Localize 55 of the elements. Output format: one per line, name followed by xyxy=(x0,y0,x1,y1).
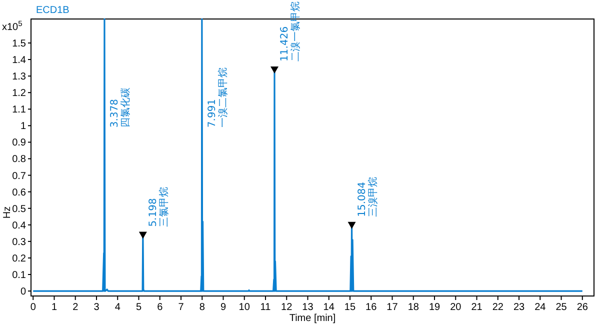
y-tick-label: 1.5 xyxy=(12,38,26,50)
text: x10$^{5}$ xyxy=(2,18,22,33)
y-tick-label: 1.1 xyxy=(12,104,26,116)
x-tick-label: 18 xyxy=(408,302,420,313)
x-tick-label: 7 xyxy=(178,302,184,313)
y-tick-label: 0.9 xyxy=(12,138,26,149)
annotation: 7.991 一溴二氯甲烷 xyxy=(206,68,229,128)
x-tick-label: 10 xyxy=(238,302,250,313)
y-tick-label: 0.7 xyxy=(12,170,26,182)
point xyxy=(270,66,278,74)
y-tick-label: 0 xyxy=(20,286,26,298)
x-tick-label: 21 xyxy=(471,302,483,313)
x-tick-label: 19 xyxy=(428,302,440,313)
annotation: 11.426 二溴一氯甲烷 xyxy=(279,1,302,62)
x-tick-label: 12 xyxy=(281,302,293,313)
x-tick-label: 26 xyxy=(576,302,588,313)
x-tick-label: 17 xyxy=(386,302,398,313)
x-tick-label: 5 xyxy=(136,302,142,313)
y-tick-label: 0.8 xyxy=(12,154,26,166)
annotation: 5.198 三氯甲烷 xyxy=(148,186,170,227)
point xyxy=(348,222,356,229)
y-tick-label: 0.2 xyxy=(12,253,26,264)
x-tick-label: 13 xyxy=(302,302,314,313)
y-tick-label: 0.3 xyxy=(12,236,26,248)
y-tick-label: 0.5 xyxy=(12,204,26,215)
annotation: 3.378 四氯化碳 xyxy=(109,88,132,128)
x-tick-label: 14 xyxy=(323,302,335,313)
y-tick-label: 0.4 xyxy=(12,220,26,232)
x-tick-label: 6 xyxy=(157,302,164,313)
x-tick-label: 23 xyxy=(513,302,526,313)
x-tick-label: 1 xyxy=(51,302,58,313)
y-tick-label: 1.2 xyxy=(12,88,26,100)
y-tick-label: 1 xyxy=(20,121,26,132)
y-tick-label: 0.1 xyxy=(12,270,26,281)
y-tick-label: 0.6 xyxy=(12,187,26,198)
chart-title: ECD1B xyxy=(36,5,70,16)
x-tick-label: 2 xyxy=(72,302,79,313)
x-tick-label: 15 xyxy=(344,302,356,313)
x-tick-label: 25 xyxy=(556,302,568,313)
x-tick-label: 20 xyxy=(450,302,462,313)
y-tick-label: 1.4 xyxy=(12,55,26,66)
point xyxy=(138,232,147,239)
y-tick-label: 1.3 xyxy=(12,72,26,83)
x-axis-title: Time [min] xyxy=(289,313,336,324)
x-tick-label: 11 xyxy=(260,302,272,313)
annotation: 15.084 三溴甲烷 xyxy=(356,176,379,217)
x-tick-label: 4 xyxy=(114,302,121,313)
x-tick-label: 9 xyxy=(220,302,226,313)
x-tick-label: 3 xyxy=(94,302,100,313)
x-tick-label: 22 xyxy=(492,302,504,313)
x-tick-label: 16 xyxy=(366,302,378,313)
x-tick-label: 0 xyxy=(30,302,36,313)
x-tick-label: 8 xyxy=(199,302,206,313)
y-axis-title: Hz xyxy=(2,206,13,219)
x-tick-label: 24 xyxy=(534,302,546,313)
